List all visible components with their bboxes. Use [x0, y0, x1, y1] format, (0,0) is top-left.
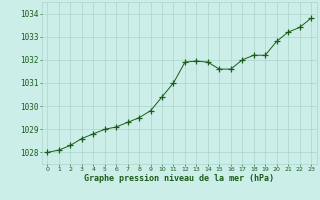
X-axis label: Graphe pression niveau de la mer (hPa): Graphe pression niveau de la mer (hPa): [84, 174, 274, 183]
